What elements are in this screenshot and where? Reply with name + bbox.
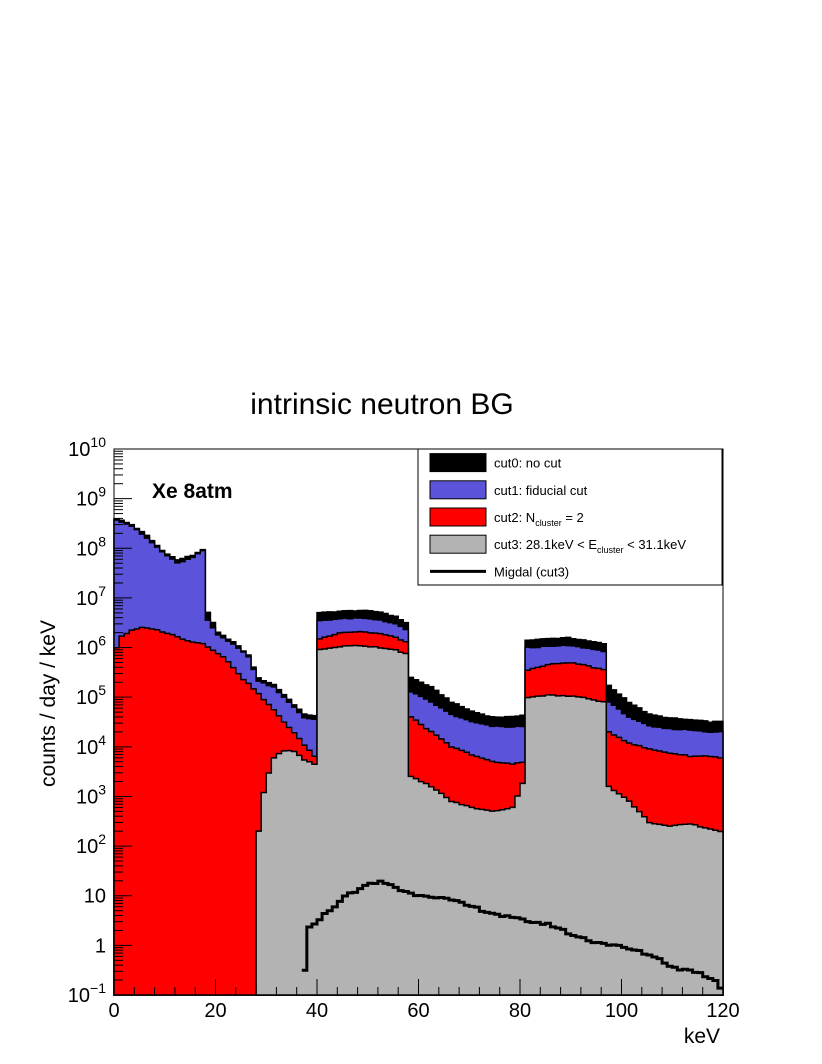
y-tick-label: 106 xyxy=(76,633,106,660)
x-tick-label: 120 xyxy=(706,1000,739,1022)
legend-swatch-cut0 xyxy=(429,453,487,473)
legend-label-cut1: cut1: fiducial cut xyxy=(494,483,588,498)
series-migdal-cut3-line xyxy=(301,879,723,990)
x-tick-label: 60 xyxy=(407,1000,429,1022)
y-tick-label: 10−1 xyxy=(68,980,106,1007)
legend: cut0: no cut cut1: fiducial cut cut2: Nclu… xyxy=(417,448,723,586)
annotation-label: Xe 8atm xyxy=(152,480,233,503)
chart-title: intrinsic neutron BG xyxy=(250,388,513,421)
y-axis-label: counts / day / keV xyxy=(37,620,60,787)
x-tick-label: 80 xyxy=(509,1000,531,1022)
legend-label-cut2: cut2: Ncluster = 2 xyxy=(494,510,584,528)
x-axis-label: keV xyxy=(684,1025,720,1048)
axis-ticks: 0 20 40 60 80 100 120 10−1 1 10 102 103 104 105 106 107… xyxy=(68,434,740,1022)
y-tick-label: 1 xyxy=(95,935,106,957)
legend-swatch-cut1 xyxy=(429,480,487,500)
y-tick-label: 102 xyxy=(76,831,106,858)
x-tick-label: 40 xyxy=(306,1000,328,1022)
x-tick-label: 20 xyxy=(204,1000,226,1022)
legend-label-migdal: Migdal (cut3) xyxy=(494,564,569,579)
y-tick-label: 10 xyxy=(84,886,106,908)
y-tick-label: 1010 xyxy=(68,434,106,461)
legend-swatch-cut2 xyxy=(429,507,487,527)
x-tick-label: 0 xyxy=(108,1000,119,1022)
y-tick-label: 104 xyxy=(76,732,106,759)
legend-swatch-cut3 xyxy=(429,534,487,554)
y-tick-label: 107 xyxy=(76,583,106,610)
y-tick-label: 108 xyxy=(76,533,106,560)
legend-label-cut0: cut0: no cut xyxy=(494,456,562,471)
series-layer xyxy=(113,517,724,996)
y-tick-label: 105 xyxy=(76,682,106,709)
y-tick-label: 103 xyxy=(76,781,106,808)
legend-label-cut3: cut3: 28.1keV < Ecluster < 31.1keV xyxy=(494,537,686,555)
series-cut3-area xyxy=(255,644,724,996)
x-tick-label: 100 xyxy=(605,1000,638,1022)
y-tick-label: 109 xyxy=(76,484,106,511)
